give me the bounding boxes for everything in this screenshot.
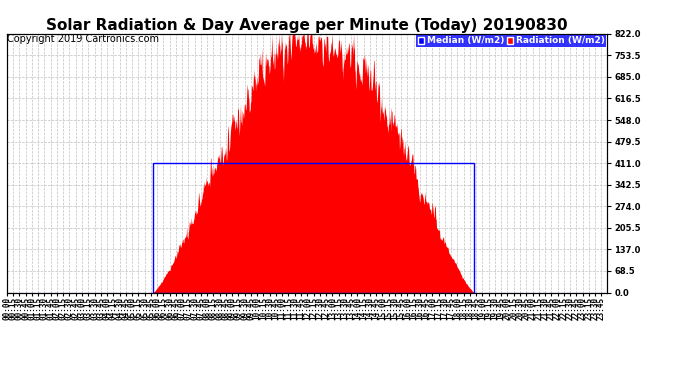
Text: Copyright 2019 Cartronics.com: Copyright 2019 Cartronics.com <box>7 34 159 44</box>
Legend: Median (W/m2), Radiation (W/m2): Median (W/m2), Radiation (W/m2) <box>416 34 607 47</box>
Title: Solar Radiation & Day Average per Minute (Today) 20190830: Solar Radiation & Day Average per Minute… <box>46 18 568 33</box>
Bar <box>153 163 474 292</box>
